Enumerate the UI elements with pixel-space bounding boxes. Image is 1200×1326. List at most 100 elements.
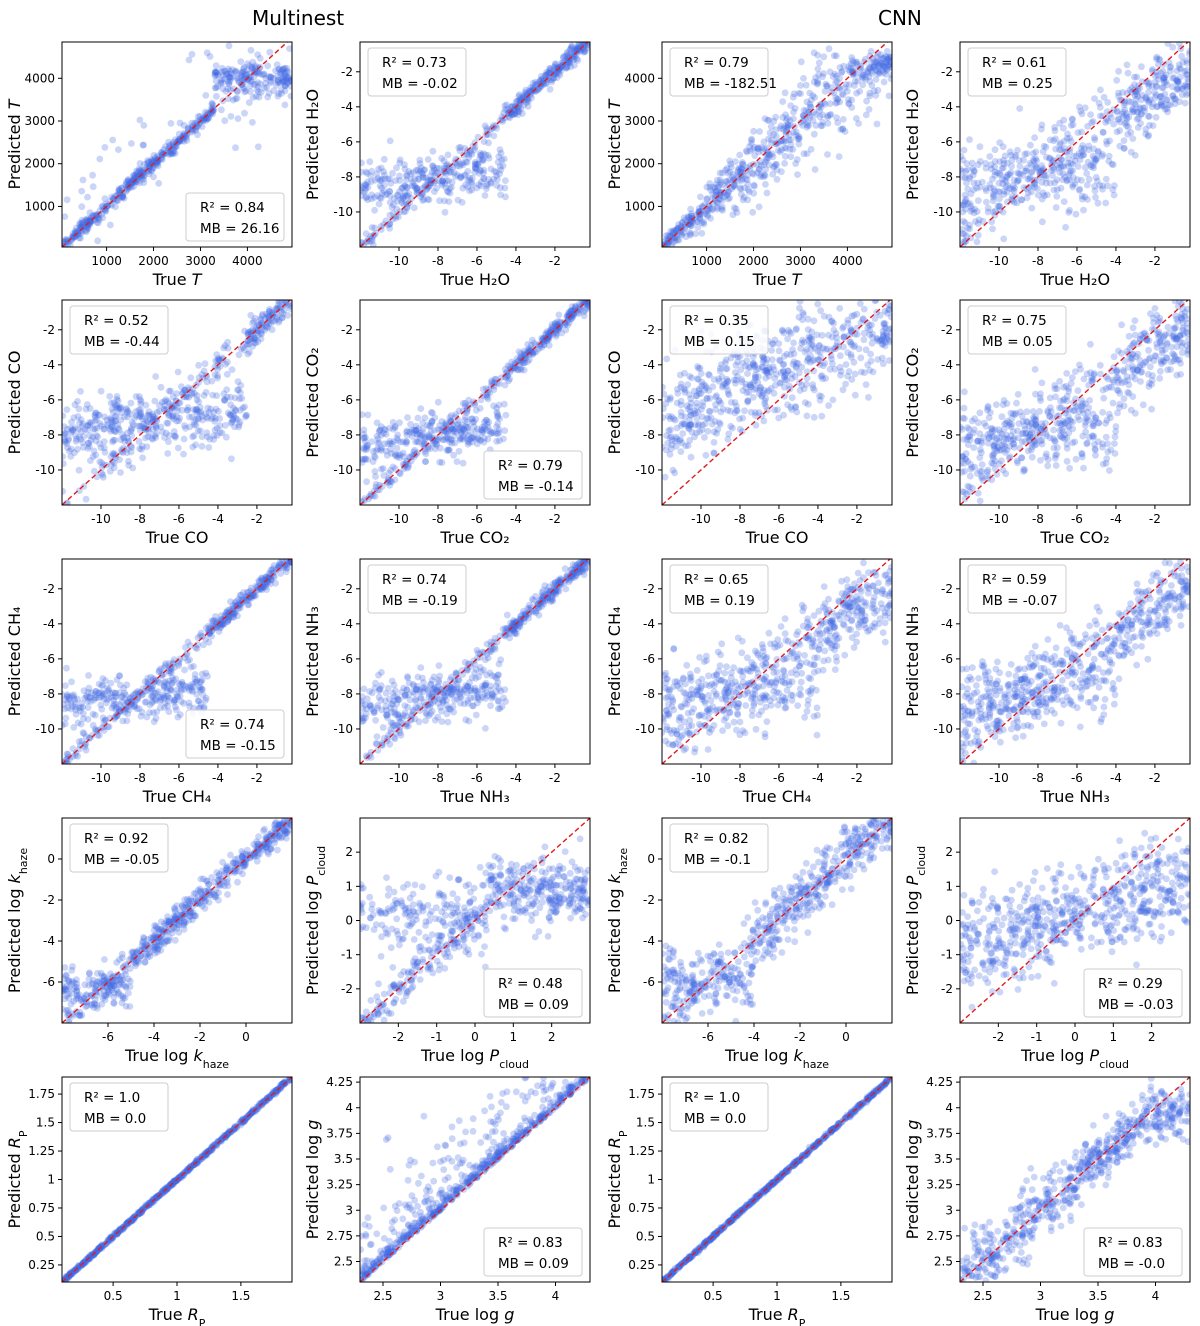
scatter-point xyxy=(188,391,196,398)
scatter-point xyxy=(697,193,704,201)
scatter-point xyxy=(866,52,874,60)
scatter-point xyxy=(1131,100,1139,108)
scatter-point xyxy=(505,113,513,120)
multinest-column-title: Multinest xyxy=(252,6,345,30)
scatter-point xyxy=(1144,132,1152,140)
scatter-point xyxy=(784,335,791,343)
scatter-point xyxy=(1158,99,1165,107)
scatter-point xyxy=(564,59,572,66)
scatter-point xyxy=(216,356,224,364)
scatter-point xyxy=(739,161,747,169)
scatter-point xyxy=(445,162,452,170)
scatter-point xyxy=(573,46,581,54)
scatter-point xyxy=(1028,204,1036,212)
scatter-point xyxy=(760,145,768,153)
mb-value: MB = -182.51 xyxy=(684,76,777,92)
scatter-point xyxy=(499,162,507,170)
scatter-point xyxy=(156,402,163,409)
scatter-point xyxy=(148,166,156,174)
scatter-point xyxy=(960,201,968,209)
scatter-point xyxy=(719,383,726,391)
scatter-point xyxy=(838,68,845,76)
scatter-point xyxy=(982,164,990,172)
scatter-point xyxy=(256,55,264,62)
scatter-point xyxy=(1119,108,1127,116)
scatter-point xyxy=(745,188,753,196)
scatter-point xyxy=(1010,434,1018,442)
scatter-point xyxy=(792,132,800,139)
scatter-point xyxy=(487,165,495,173)
scatter-point xyxy=(755,165,763,173)
scatter-point xyxy=(97,387,105,395)
scatter-point xyxy=(866,367,874,374)
scatter-point xyxy=(473,184,480,192)
scatter-point xyxy=(991,158,999,165)
scatter-point xyxy=(375,165,382,173)
scatter-point xyxy=(262,79,269,87)
scatter-point xyxy=(736,184,744,192)
scatter-point xyxy=(217,78,225,85)
axes-frame xyxy=(661,41,893,248)
scatter-point xyxy=(101,448,109,456)
scatter-point xyxy=(1060,116,1068,124)
scatter-point xyxy=(714,199,722,207)
scatter-point xyxy=(222,70,230,78)
scatter-point xyxy=(438,418,446,425)
scatter-point xyxy=(1096,182,1103,189)
scatter-point xyxy=(1054,444,1061,452)
scatter-point xyxy=(218,79,226,87)
scatter-point xyxy=(872,59,880,66)
scatter-point xyxy=(1032,390,1039,398)
scatter-point xyxy=(1157,356,1165,364)
scatter-point xyxy=(273,61,281,69)
scatter-point xyxy=(1170,74,1178,82)
scatter-point xyxy=(669,239,677,246)
scatter-point xyxy=(396,172,403,180)
scatter-point xyxy=(880,55,887,62)
scatter-point xyxy=(673,399,681,407)
scatter-point xyxy=(678,219,686,227)
scatter-point xyxy=(790,115,797,123)
scatter-point xyxy=(1097,112,1104,120)
scatter-point xyxy=(724,435,732,443)
scatter-point xyxy=(82,216,89,224)
scatter-point xyxy=(79,176,87,184)
scatter-point xyxy=(765,116,773,124)
scatter-point xyxy=(255,93,263,101)
scatter-point xyxy=(862,68,870,75)
scatter-point xyxy=(1115,67,1122,75)
scatter-point xyxy=(1038,125,1045,133)
scatter-point xyxy=(1038,167,1045,175)
scatter-point xyxy=(1059,434,1067,441)
scatter-point xyxy=(786,122,794,129)
scatter-point xyxy=(781,152,789,160)
scatter-point xyxy=(695,208,703,215)
scatter-point xyxy=(1153,83,1161,91)
scatter-point xyxy=(750,181,758,189)
scatter-point xyxy=(196,116,204,123)
scatter-point xyxy=(1105,152,1113,160)
scatter-point xyxy=(991,168,999,176)
scatter-point xyxy=(850,65,858,72)
scatter-point xyxy=(573,45,581,53)
scatter-point xyxy=(208,99,216,107)
scatter-point xyxy=(1152,91,1160,99)
scatter-point xyxy=(577,47,585,55)
scatter-point xyxy=(506,114,513,122)
scatter-point xyxy=(725,188,732,196)
scatter-point xyxy=(882,59,890,67)
scatter-point xyxy=(883,48,891,55)
scatter-point xyxy=(974,437,982,445)
scatter-point xyxy=(109,438,116,446)
scatter-point xyxy=(119,192,126,200)
scatter-point xyxy=(150,173,157,181)
scatter-point xyxy=(184,407,192,414)
scatter-point xyxy=(834,119,842,126)
scatter-point xyxy=(1113,107,1121,115)
scatter-point xyxy=(1032,177,1039,184)
scatter-point xyxy=(267,78,275,85)
scatter-point xyxy=(557,64,564,72)
scatter-point xyxy=(1157,367,1164,375)
scatter-point xyxy=(702,207,710,215)
scatter-point xyxy=(830,89,838,97)
